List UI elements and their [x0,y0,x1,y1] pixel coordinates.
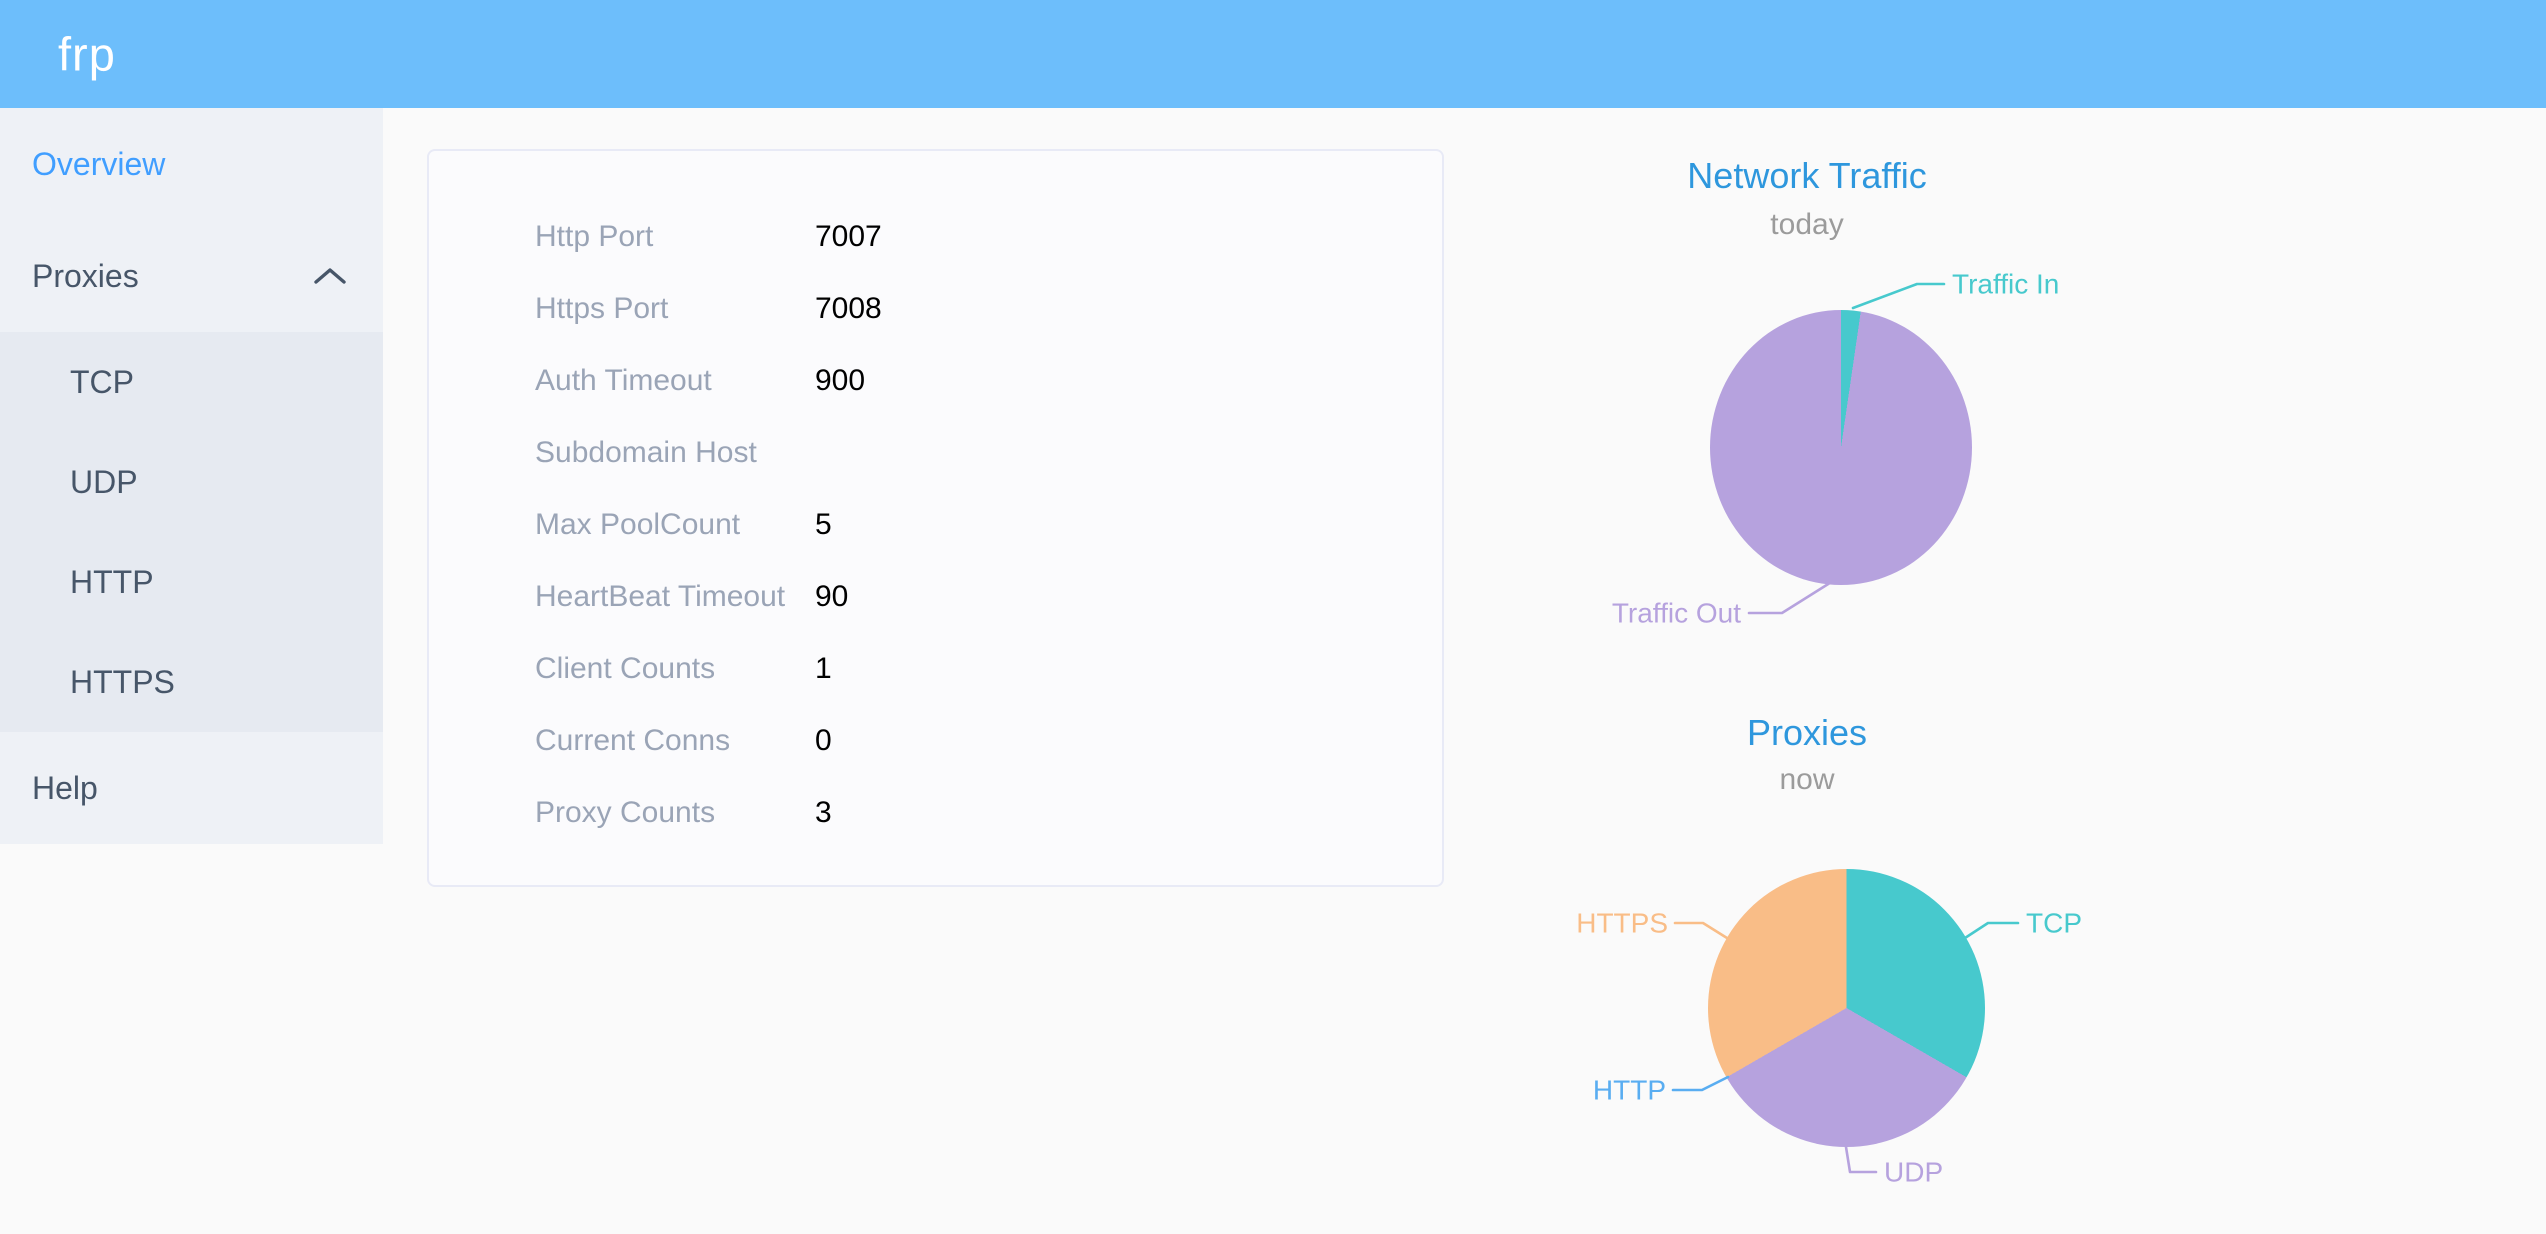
config-value: 1 [815,652,832,685]
udp-callout-line [1844,1145,1878,1174]
udp-label: UDP [1884,1157,1943,1188]
config-label: Subdomain Host [535,436,757,469]
chart-subtitle-proxies: now [1779,763,1835,796]
config-row: Max PoolCount 5 [429,489,1442,561]
http-callout-line [1671,1075,1730,1092]
traffic-out-label: Traffic Out [1612,598,1741,629]
config-value: 7008 [815,292,882,325]
http-label: HTTP [1593,1075,1666,1106]
config-row: Https Port 7008 [429,273,1442,345]
config-row: Current Conns 0 [429,705,1442,777]
sidebar-item-help[interactable]: Help [32,769,98,806]
server-config-panel: Http Port 7007 Https Port 7008 Auth Time… [427,149,1444,887]
config-row: Http Port 7007 [429,201,1442,273]
traffic-in-callout-line [1851,282,1946,310]
traffic-out-callout-line [1747,579,1835,615]
config-row: Auth Timeout 900 [429,345,1442,417]
chart-title-proxies: Proxies [1746,712,1868,753]
sidebar-item-http[interactable]: HTTP [70,563,154,600]
config-label: HeartBeat Timeout [535,580,786,613]
config-label: Current Conns [535,724,731,757]
config-row: Proxy Counts 3 [429,777,1442,849]
sidebar-item-https[interactable]: HTTPS [70,663,175,700]
config-label: Auth Timeout [535,364,712,397]
config-value: 90 [815,580,849,613]
https-label: HTTPS [1576,908,1668,939]
config-row: Client Counts 1 [429,633,1442,705]
https-callout-line [1673,921,1729,940]
config-value: 900 [815,364,866,397]
chart-subtitle-network-traffic: today [1770,208,1844,241]
sidebar-item-overview[interactable]: Overview [32,145,166,182]
app-header: frp [0,0,2546,108]
sidebar-item-udp[interactable]: UDP [70,463,138,500]
chevron-up-icon [314,268,346,284]
config-value: 0 [815,724,832,757]
tcp-callout-line [1963,921,2020,940]
sidebar-item-proxies[interactable]: Proxies [0,220,383,332]
sidebar-submenu: TCP UDP HTTP HTTPS [0,332,383,732]
sidebar-item-tcp[interactable]: TCP [70,363,134,400]
config-row: HeartBeat Timeout 90 [429,561,1442,633]
config-value: 3 [815,796,832,829]
traffic-in-label: Traffic In [1952,269,2059,300]
sidebar-item-proxies-label: Proxies [32,257,139,294]
sidebar: Overview Proxies TCP UDP HTTP HTTPS Help [0,108,383,844]
chart-title-network-traffic: Network Traffic [1687,155,1927,196]
network-traffic-pie [1710,310,1972,585]
config-label: Https Port [535,292,669,325]
config-label: Max PoolCount [535,508,741,541]
config-label: Proxy Counts [535,796,716,829]
config-value: 5 [815,508,832,541]
config-label: Client Counts [535,652,716,685]
config-label: Http Port [535,220,654,253]
config-value: 7007 [815,220,882,253]
config-row: Subdomain Host [429,417,1442,489]
app-logo: frp [58,27,116,81]
tcp-label: TCP [2026,908,2082,939]
proxies-pie [1708,869,1985,1147]
